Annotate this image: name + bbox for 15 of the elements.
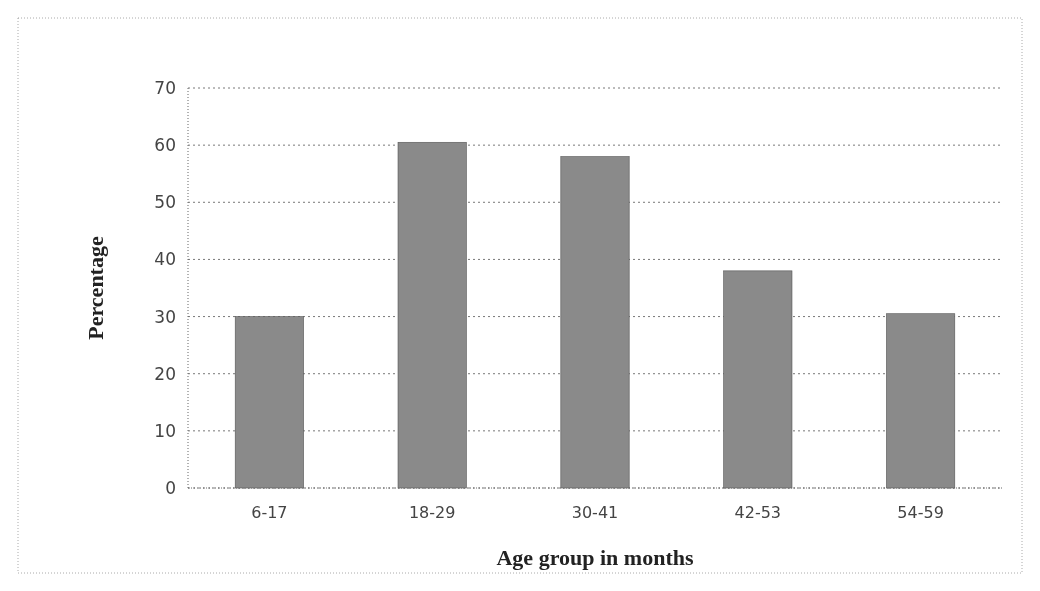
x-tick-label: 54-59 [897, 503, 944, 522]
x-tick-label: 30-41 [571, 503, 619, 522]
y-tick-label: 70 [154, 77, 176, 98]
x-axis-title: Age group in months [496, 545, 694, 570]
x-tick-label: 42-53 [734, 503, 782, 522]
y-axis-title: Percentage [83, 236, 108, 340]
y-tick-label: 40 [154, 249, 176, 270]
y-tick-label: 50 [154, 192, 176, 213]
y-tick-label: 60 [154, 135, 176, 156]
x-tick-label: 18-29 [408, 503, 456, 522]
x-tick-label: 6-17 [251, 503, 288, 522]
y-tick-label: 20 [154, 363, 176, 384]
y-tick-label: 30 [154, 306, 176, 327]
y-tick-label: 0 [165, 477, 176, 498]
y-tick-label: 10 [154, 420, 176, 441]
